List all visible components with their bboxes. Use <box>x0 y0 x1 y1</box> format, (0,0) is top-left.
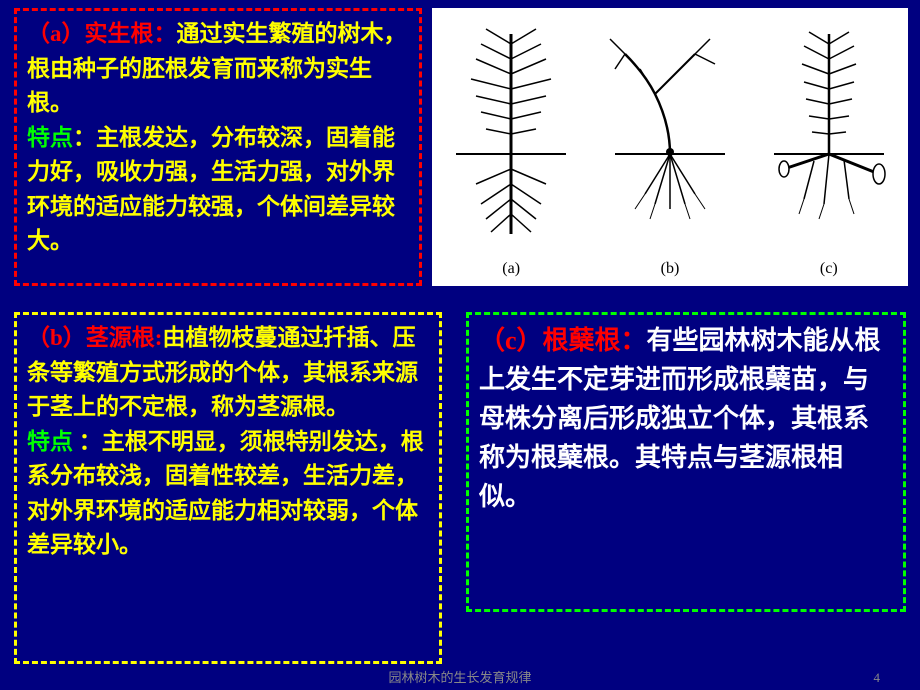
diagram-a-taproot <box>436 24 586 244</box>
section-b-stem-root: （b）茎源根:由植物枝蔓通过扦插、压条等繁殖方式形成的个体，其根系来源于茎上的不… <box>14 312 442 664</box>
diagram-labels: (a) (b) (c) <box>432 260 908 286</box>
section-a-feature-label: 特点 <box>27 125 73 150</box>
section-b-feature-label: 特点 <box>27 429 79 454</box>
diagram-label-c: (c) <box>820 260 838 278</box>
root-diagram-panel: (a) (b) (c) <box>432 8 908 286</box>
section-b-feature-text: ：主根不明显，须根特别发达，根系分布较浅，固着性较差，生活力差，对外界环境的适应… <box>27 429 424 558</box>
diagram-b-stem-root <box>595 24 745 244</box>
diagram-label-a: (a) <box>502 260 520 278</box>
section-b-title: （b）茎源根: <box>27 325 162 350</box>
section-a-title: （a）实生根： <box>27 21 177 46</box>
diagram-label-b: (b) <box>661 260 680 278</box>
slide-footer: 园林树木的生长发育规律 <box>0 667 920 686</box>
diagram-row <box>432 8 908 260</box>
page-number: 4 <box>874 670 881 686</box>
section-a-feature-text: ：主根发达，分布较深，固着能力好，吸收力强，生活力强，对外界环境的适应能力较强，… <box>27 125 395 254</box>
section-a-seedling-root: （a）实生根：通过实生繁殖的树木，根由种子的胚根发育而来称为实生根。 特点：主根… <box>14 8 422 286</box>
diagram-c-sucker-root <box>754 24 904 244</box>
section-c-title: （c）根蘖根： <box>479 326 647 355</box>
section-c-sucker-root: （c）根蘖根：有些园林树木能从根上发生不定芽进而形成根蘖苗，与母株分离后形成独立… <box>466 312 906 612</box>
